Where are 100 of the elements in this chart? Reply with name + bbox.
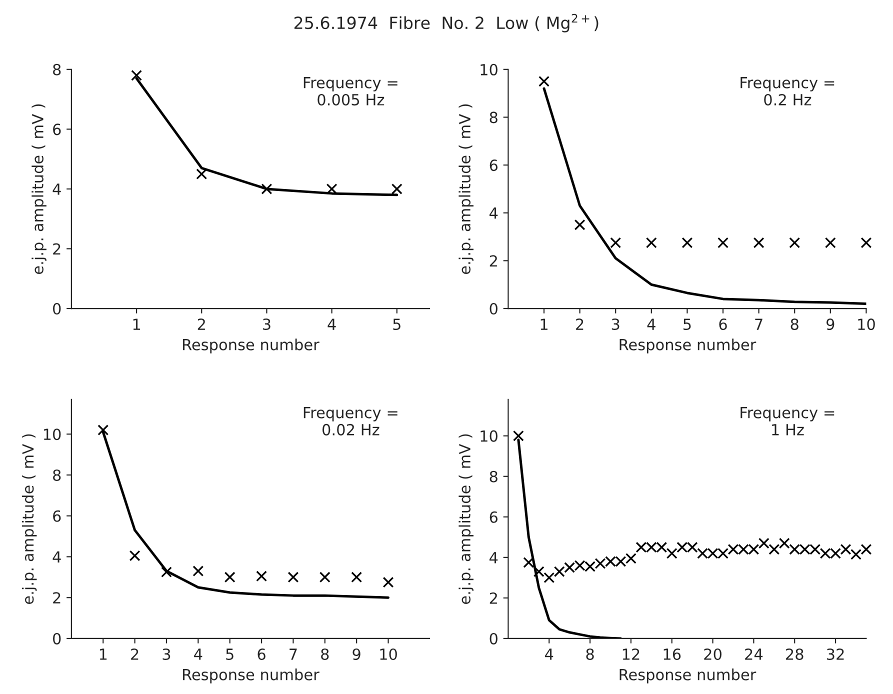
x-tick-label: 7 [290, 648, 297, 660]
point [840, 544, 852, 555]
x-tick-label: 5 [393, 318, 400, 330]
x-tick-label: 1 [133, 318, 140, 330]
x-tick-label: 1 [540, 318, 548, 330]
y-axis-title: e.j.p. amplitude ( mV ) [22, 434, 37, 604]
y-tick-label: 2 [490, 592, 497, 604]
x-tick-label: 7 [755, 318, 762, 330]
x-tick-label: 2 [576, 318, 584, 330]
x-tick-label: 6 [719, 318, 727, 330]
x-tick-label: 3 [263, 318, 270, 330]
x-tick-label: 3 [162, 648, 170, 660]
point [610, 237, 622, 248]
point [850, 548, 862, 560]
x-tick-label: 6 [258, 648, 266, 660]
point [319, 572, 330, 583]
x-tick-label: 20 [704, 648, 722, 660]
point [574, 219, 586, 230]
annotation: Frequency = 0.005 Hz [304, 77, 398, 106]
y-tick-label: 0 [53, 302, 61, 315]
x-tick-label: 2 [131, 648, 138, 660]
point [192, 566, 204, 577]
x-tick-label: 9 [352, 648, 360, 660]
y-tick-label: 8 [490, 112, 498, 124]
point [758, 538, 770, 549]
point [718, 237, 728, 248]
point [860, 237, 872, 248]
point [391, 183, 402, 194]
point [538, 76, 550, 87]
point [768, 544, 780, 555]
y-tick-label: 0 [490, 302, 498, 315]
point [753, 237, 764, 248]
x-tick-label: 32 [826, 648, 844, 660]
y-axis-title: e.j.p. amplitude ( mV ) [32, 104, 46, 274]
y-tick-label: 2 [490, 255, 497, 266]
point [860, 544, 872, 555]
x-axis-title: Response number [183, 668, 320, 684]
x-tick-label: 16 [664, 648, 681, 660]
y-tick-label: 4 [52, 184, 61, 195]
point [98, 424, 109, 436]
y-tick-label: 4 [52, 551, 61, 563]
x-tick-label: 5 [226, 648, 234, 660]
point [288, 572, 299, 583]
point [778, 538, 790, 549]
x-axis-title: Response number [620, 668, 756, 684]
annotation: Frequency = 1 Hz [740, 407, 834, 436]
chart-title: 25.6.1974 Fibre No. 2 Low ( Mg$^{2+}$) [294, 14, 598, 32]
x-tick-label: 1 [100, 648, 107, 660]
y-tick-label: 8 [490, 470, 498, 482]
point [351, 572, 362, 583]
y-tick-label: 10 [44, 428, 61, 440]
annotation: Frequency = 0.2 Hz [740, 77, 834, 106]
x-tick-label: 10 [858, 318, 875, 330]
y-tick-label: 0 [53, 632, 61, 644]
point [646, 237, 657, 248]
point [554, 566, 565, 578]
point [533, 566, 544, 578]
x-tick-label: 12 [622, 648, 640, 660]
y-tick-label: 8 [53, 469, 61, 482]
y-tick-label: 6 [53, 124, 61, 136]
point [523, 557, 534, 568]
y-tick-label: 6 [490, 511, 498, 523]
x-tick-label: 8 [586, 648, 594, 660]
x-tick-label: 2 [198, 318, 205, 330]
y-tick-label: 10 [480, 430, 498, 442]
y-tick-label: 2 [53, 592, 60, 604]
y-tick-label: 4 [490, 208, 498, 219]
point [256, 570, 268, 582]
x-tick-label: 8 [790, 318, 798, 330]
x-tick-label: 10 [380, 648, 397, 660]
point [224, 572, 236, 583]
point [824, 237, 836, 248]
y-axis-title: e.j.p. amplitude ( mV ) [458, 434, 474, 604]
point [789, 237, 800, 248]
y-tick-label: 4 [490, 552, 498, 564]
x-tick-label: 9 [826, 318, 834, 330]
y-tick-label: 6 [490, 160, 498, 172]
y-tick-label: 8 [53, 64, 61, 76]
point [131, 70, 142, 81]
point [160, 566, 172, 578]
x-tick-label: 5 [684, 318, 691, 330]
x-tick-label: 4 [647, 318, 656, 330]
point [666, 548, 678, 559]
x-tick-label: 4 [194, 648, 202, 660]
y-tick-label: 2 [53, 243, 60, 255]
point [682, 237, 693, 248]
x-axis-title: Response number [183, 338, 320, 354]
annotation: Frequency = 0.02 Hz [304, 407, 398, 436]
x-tick-label: 3 [612, 318, 620, 330]
y-axis-title: e.j.p. amplitude ( mV ) [458, 104, 474, 274]
x-tick-label: 4 [545, 648, 554, 660]
point [196, 168, 208, 180]
point [512, 430, 524, 442]
x-tick-label: 24 [745, 648, 763, 660]
x-tick-label: 28 [786, 648, 804, 660]
point [261, 183, 272, 194]
y-tick-label: 0 [490, 632, 498, 644]
x-axis-title: Response number [620, 338, 756, 354]
x-tick-label: 4 [328, 318, 336, 330]
point [544, 572, 555, 584]
